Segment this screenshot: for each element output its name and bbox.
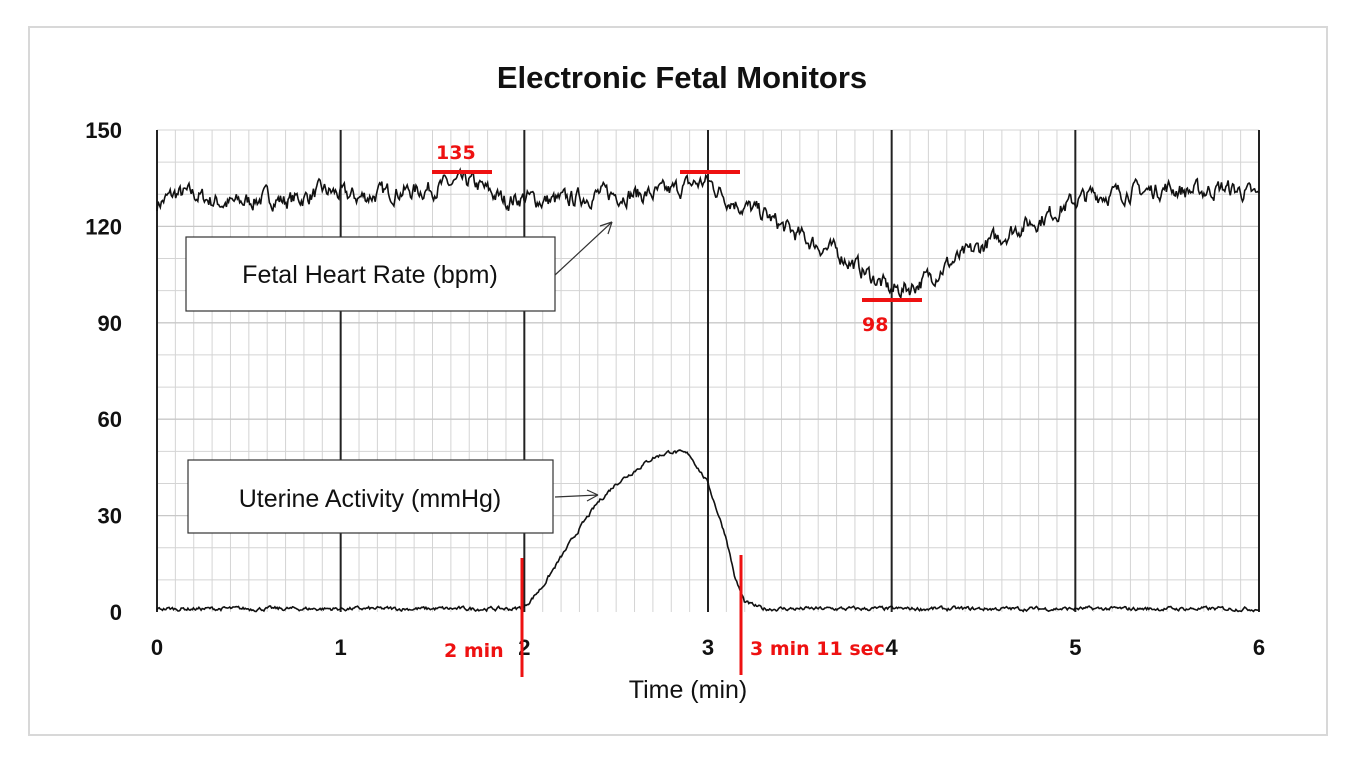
- y-tick-label: 30: [98, 504, 122, 529]
- x-tick-label: 2: [518, 635, 530, 660]
- fhr-line: [156, 167, 1260, 300]
- y-tick-label: 0: [110, 600, 122, 625]
- y-tick-label: 150: [85, 118, 122, 143]
- annotations: 135 98 2 min 3 min 11 sec: [432, 142, 922, 677]
- y-tick-label: 60: [98, 407, 122, 432]
- arrow-head-icon: [586, 489, 599, 502]
- legend-fhr-arrow: [554, 221, 613, 276]
- x-tick-label: 4: [886, 635, 899, 660]
- series-lines: [156, 167, 1260, 613]
- legend-ua-label: Uterine Activity (mmHg): [239, 485, 502, 513]
- x-tick-label: 0: [151, 635, 163, 660]
- nadir-label: 98: [862, 314, 888, 336]
- y-tick-label: 120: [85, 214, 122, 239]
- legend-ua-arrow: [554, 494, 599, 498]
- y-tick-label: 90: [98, 311, 122, 336]
- x-tick-label: 6: [1253, 635, 1265, 660]
- chart-frame: [28, 26, 1328, 736]
- end-label: 3 min 11 sec: [750, 638, 885, 660]
- arrow-head-icon: [599, 221, 613, 235]
- ua-line: [156, 449, 1260, 613]
- chart-title: Electronic Fetal Monitors: [497, 60, 867, 95]
- legend-fhr: Fetal Heart Rate (bpm): [185, 221, 613, 312]
- grid: [156, 129, 1260, 612]
- x-tick-label: 1: [335, 635, 347, 660]
- legend-ua-box: [187, 459, 554, 534]
- x-axis-label: Time (min): [629, 676, 748, 704]
- peak-label: 135: [436, 142, 476, 164]
- legend-ua: Uterine Activity (mmHg): [187, 459, 599, 534]
- x-tick-label: 5: [1069, 635, 1081, 660]
- start-label: 2 min: [444, 640, 504, 662]
- legend-fhr-label: Fetal Heart Rate (bpm): [242, 261, 498, 289]
- legend-fhr-box: [185, 236, 556, 312]
- x-tick-label: 3: [702, 635, 714, 660]
